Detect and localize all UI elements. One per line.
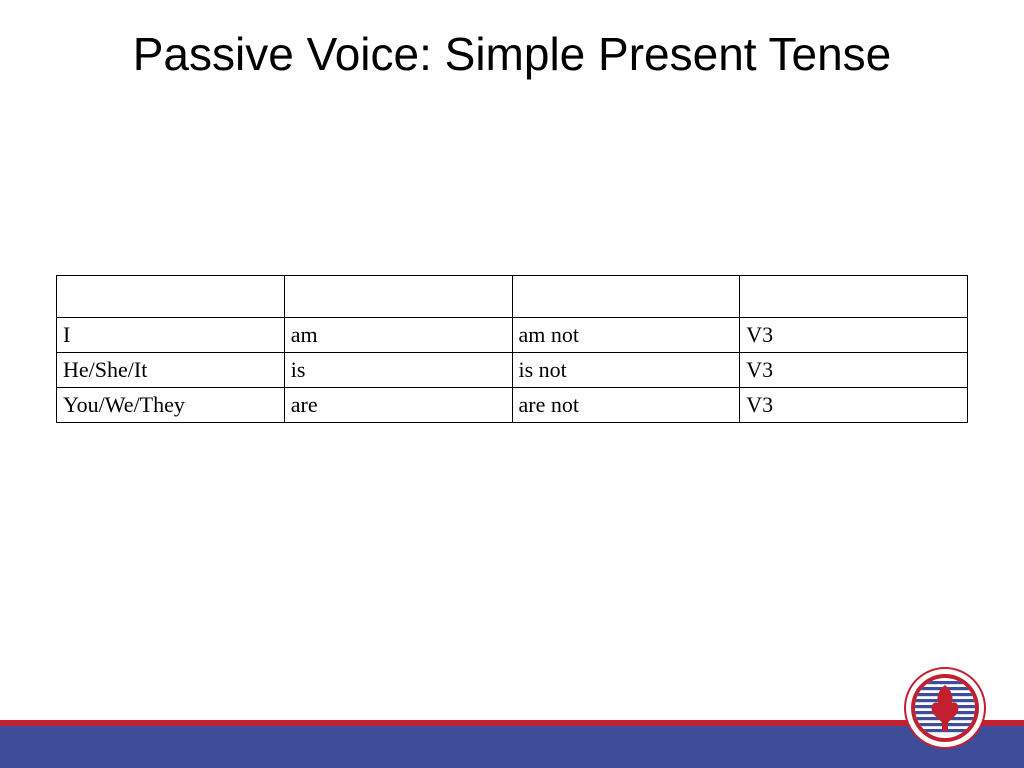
table-cell: am: [284, 318, 512, 353]
university-seal-icon: [904, 667, 986, 754]
table-row: He/She/It is is not V3: [57, 353, 968, 388]
table-cell: are: [284, 388, 512, 423]
footer-blue-band: [0, 726, 1024, 768]
table-cell: are not: [512, 388, 740, 423]
table-cell: [740, 276, 968, 318]
table-cell: [284, 276, 512, 318]
grammar-table: I am am not V3 He/She/It is is not V3 Yo…: [56, 275, 968, 423]
table-cell: You/We/They: [57, 388, 285, 423]
table-cell: am not: [512, 318, 740, 353]
slide-footer: [0, 714, 1024, 768]
table-cell: is not: [512, 353, 740, 388]
table-cell: V3: [740, 388, 968, 423]
table-cell: [57, 276, 285, 318]
table-row: You/We/They are are not V3: [57, 388, 968, 423]
table-row: [57, 276, 968, 318]
table-cell: He/She/It: [57, 353, 285, 388]
table-cell: V3: [740, 353, 968, 388]
table-cell: is: [284, 353, 512, 388]
table-row: I am am not V3: [57, 318, 968, 353]
slide-title: Passive Voice: Simple Present Tense: [0, 0, 1024, 81]
table-cell: V3: [740, 318, 968, 353]
table-cell: I: [57, 318, 285, 353]
table-cell: [512, 276, 740, 318]
